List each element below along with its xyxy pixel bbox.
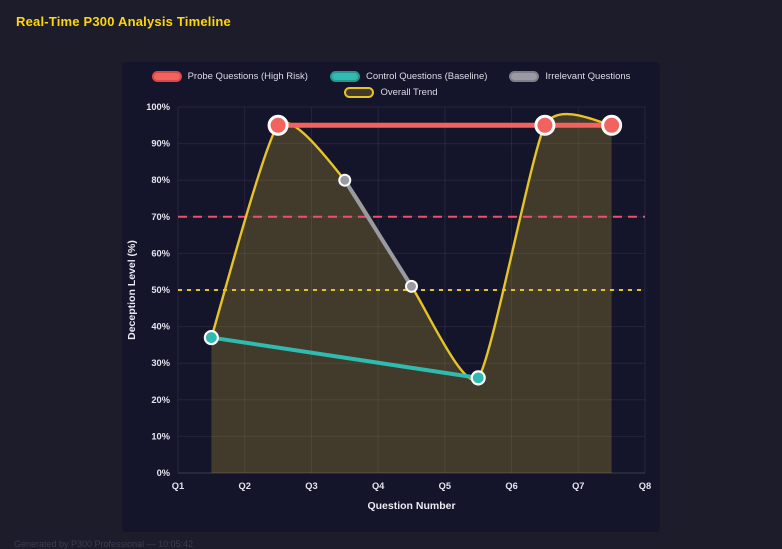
trend-area — [211, 114, 612, 474]
trend-swatch-icon — [344, 87, 375, 98]
irrelevant-line — [342, 178, 414, 289]
chart-panel: Probe Questions (High Risk) Control Quest… — [122, 62, 660, 532]
control-point[interactable] — [203, 329, 219, 346]
page-title: Real-Time P300 Analysis Timeline — [16, 14, 231, 29]
x-axis-title: Question Number — [367, 500, 455, 512]
y-tick-label: 90% — [151, 139, 170, 149]
y-tick-label: 30% — [151, 358, 170, 368]
y-tick-label: 50% — [151, 285, 170, 295]
legend-label: Probe Questions (High Risk) — [187, 71, 308, 82]
x-tick-label: Q8 — [639, 481, 651, 491]
chart-legend: Probe Questions (High Risk) Control Quest… — [122, 62, 660, 98]
y-tick-label: 80% — [151, 175, 170, 185]
legend-row: Overall Trend — [122, 87, 660, 98]
y-tick-label: 40% — [151, 322, 170, 332]
legend-label: Overall Trend — [380, 87, 438, 98]
x-tick-label: Q6 — [505, 481, 517, 491]
control-point[interactable] — [470, 370, 486, 386]
probe-point[interactable] — [267, 114, 289, 136]
legend-item-irrelevant[interactable]: Irrelevant Questions — [509, 71, 630, 82]
legend-item-trend[interactable]: Overall Trend — [344, 87, 438, 98]
x-tick-label: Q7 — [572, 481, 584, 491]
x-tick-label: Q1 — [172, 481, 184, 491]
y-tick-label: 60% — [151, 248, 170, 258]
probe-point[interactable] — [534, 114, 556, 136]
y-tick-label: 70% — [151, 212, 170, 222]
legend-label: Irrelevant Questions — [545, 71, 631, 82]
irrelevant-swatch-icon — [509, 71, 540, 82]
y-tick-label: 0% — [157, 468, 171, 478]
x-tick-label: Q4 — [372, 481, 385, 491]
y-tick-label: 20% — [151, 395, 170, 405]
probe-swatch-icon — [151, 71, 182, 82]
legend-item-control[interactable]: Control Questions (Baseline) — [329, 71, 488, 82]
y-tick-label: 100% — [146, 103, 171, 112]
x-tick-label: Q2 — [239, 481, 251, 491]
control-swatch-icon — [329, 71, 360, 82]
legend-row: Probe Questions (High Risk) Control Quest… — [122, 71, 660, 82]
y-tick-label: 10% — [151, 431, 170, 441]
legend-label: Control Questions (Baseline) — [365, 71, 488, 82]
y-axis-title: Deception Level (%) — [126, 240, 138, 340]
control-line — [209, 335, 481, 380]
timeline-chart[interactable]: 0% 10% 20% 30% 40% 50% 60% 70% 80% 90% 100% Q1 Q2 Q3 Q… — [122, 103, 660, 527]
x-tick-label: Q3 — [305, 481, 317, 491]
irrelevant-point[interactable] — [338, 173, 352, 187]
probe-point[interactable] — [601, 114, 623, 136]
footer-note: Generated by P300 Professional — 10:05:4… — [14, 539, 194, 549]
x-tick-label: Q5 — [439, 481, 451, 491]
irrelevant-point[interactable] — [405, 279, 418, 293]
legend-item-probe[interactable]: Probe Questions (High Risk) — [151, 71, 308, 82]
